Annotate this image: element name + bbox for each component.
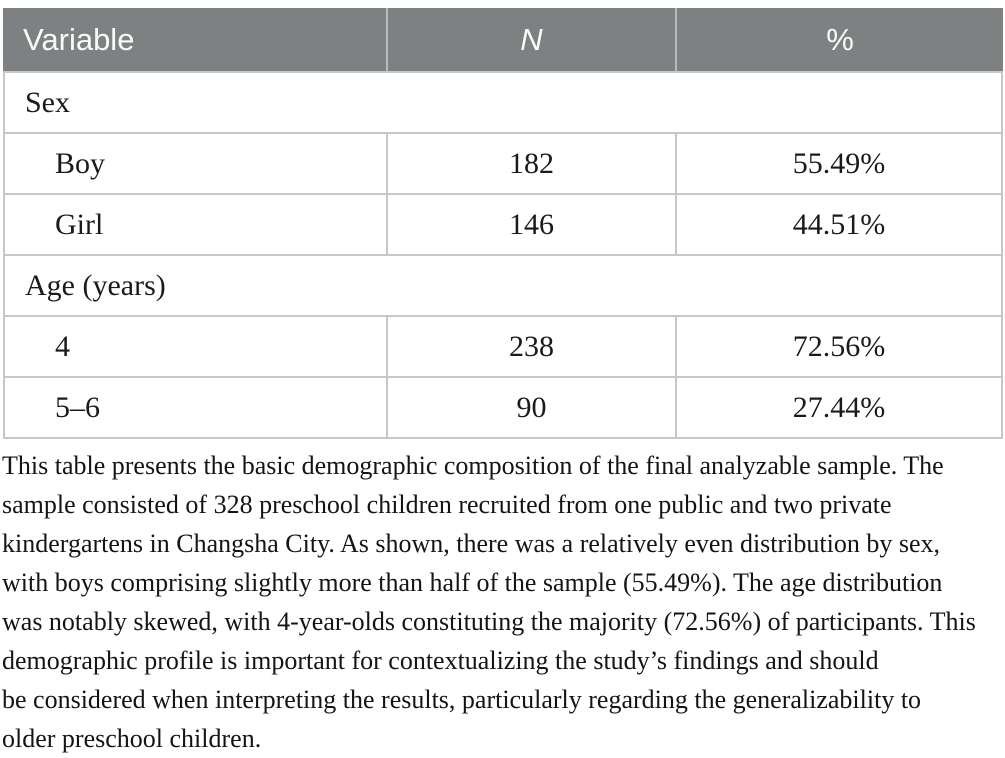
table-row-age5-6: 5–6 90 27.44%: [3, 378, 1003, 439]
demographics-table: Variable N % Sex Boy 182 55.49% Girl 146…: [3, 8, 1003, 439]
table-row-boy: Boy 182 55.49%: [3, 134, 1003, 195]
row-label-cell: Girl: [3, 195, 386, 256]
n-value-cell: 238: [386, 317, 675, 378]
table-body: Sex Boy 182 55.49% Girl 146 44.51% Age (…: [3, 71, 1003, 439]
row-label-cell: Boy: [3, 134, 386, 195]
row-label-cell: 5–6: [3, 378, 386, 439]
column-header-percent: %: [675, 8, 1003, 71]
percent-value-cell: 44.51%: [675, 195, 1003, 256]
percent-value-cell: 55.49%: [675, 134, 1003, 195]
description-line: with boys comprising slightly more than …: [2, 568, 943, 597]
n-value-cell: 146: [386, 195, 675, 256]
table-row-age4: 4 238 72.56%: [3, 317, 1003, 378]
description-line: demographic profile is important for con…: [2, 646, 879, 675]
table-description: This table presents the basic demographi…: [2, 446, 1004, 758]
n-value-cell: 90: [386, 378, 675, 439]
description-line: kindergartens in Changsha City. As shown…: [2, 529, 940, 558]
description-line: be considered when interpreting the resu…: [2, 685, 922, 714]
category-label: Sex: [3, 71, 1003, 134]
percent-value-cell: 72.56%: [675, 317, 1003, 378]
description-line: was notably skewed, with 4-year-olds con…: [2, 607, 976, 636]
table-row-girl: Girl 146 44.51%: [3, 195, 1003, 256]
n-value-cell: 182: [386, 134, 675, 195]
category-label: Age (years): [3, 256, 1003, 317]
row-label-cell: 4: [3, 317, 386, 378]
description-line: sample consisted of 328 preschool childr…: [2, 490, 892, 519]
category-row-age: Age (years): [3, 256, 1003, 317]
table-header: Variable N %: [3, 8, 1003, 71]
column-header-variable: Variable: [3, 8, 386, 71]
column-header-n: N: [386, 8, 675, 71]
header-row: Variable N %: [3, 8, 1003, 71]
category-row-sex: Sex: [3, 71, 1003, 134]
description-line: This table presents the basic demographi…: [2, 451, 944, 480]
percent-value-cell: 27.44%: [675, 378, 1003, 439]
description-line: older preschool children.: [2, 724, 262, 753]
